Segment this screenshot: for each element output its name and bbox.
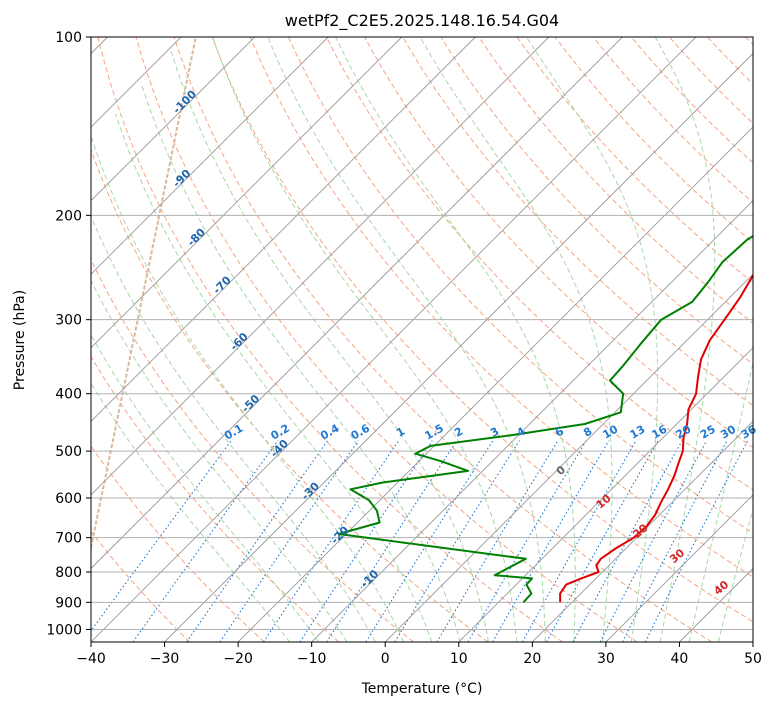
dry-adiabat <box>173 37 713 642</box>
dry-adiabat <box>135 37 638 642</box>
x-tick-label: 30 <box>597 651 615 667</box>
y-tick-label: 400 <box>55 387 82 403</box>
mixing-ratio-line <box>436 440 559 642</box>
ruling-curve <box>91 37 197 553</box>
mixing-ratio-line <box>546 440 659 642</box>
mixing-ratio-line <box>326 440 458 642</box>
mixing-ratio-line <box>263 440 400 642</box>
y-axis: 100 200 300 400 500 600 700 800 900 1000 <box>46 30 91 638</box>
moist-adiabat <box>170 49 489 642</box>
moist-adiabat <box>688 360 753 642</box>
chart-title: wetPf2_C2E5.2025.148.16.54.G04 <box>285 11 559 31</box>
profiles <box>337 234 753 603</box>
x-tick-label: −20 <box>223 651 253 667</box>
mixing-ratio-line <box>299 440 433 642</box>
mixing-ratio-line <box>219 440 359 642</box>
dry-adiabat <box>91 445 265 642</box>
isotherm <box>311 200 753 642</box>
mixing-ratio-line <box>91 440 232 632</box>
mixing-ratio-line <box>132 440 279 642</box>
dry-adiabat <box>478 37 753 324</box>
y-tick-label: 600 <box>55 491 82 507</box>
dry-adiabat <box>91 355 340 642</box>
isotherm <box>91 37 476 422</box>
moist-adiabat <box>212 37 518 642</box>
moist-adiabat <box>115 114 433 642</box>
x-axis: −40 −30 −20 −10 0 10 20 30 40 50 <box>76 642 762 667</box>
dry-adiabat <box>211 37 753 623</box>
y-tick-label: 700 <box>55 531 82 547</box>
x-tick-label: −10 <box>297 651 327 667</box>
temperature-profile <box>559 273 753 603</box>
isotherm <box>91 37 623 570</box>
y-tick-label: 200 <box>55 208 82 224</box>
moist-adiabat <box>717 507 753 642</box>
mixing-ratio-line <box>186 440 329 642</box>
dry-adiabat <box>249 37 753 578</box>
x-tick-label: 40 <box>671 651 689 667</box>
isotherm <box>237 126 753 642</box>
mixing-ratio-line <box>467 440 587 642</box>
x-tick-label: 10 <box>450 651 468 667</box>
isotherm <box>91 37 550 496</box>
isotherm <box>458 347 753 642</box>
moist-adiabat <box>654 37 716 642</box>
y-tick-label: 500 <box>55 444 82 460</box>
isotherm <box>91 37 403 349</box>
y-tick-label: 300 <box>55 313 82 329</box>
isotherm <box>532 420 753 642</box>
dry-adiabat <box>516 37 753 284</box>
x-tick-label: −30 <box>150 651 180 667</box>
x-tick-label: 50 <box>744 651 762 667</box>
moist-adiabat <box>419 37 613 642</box>
y-axis-label: Pressure (hPa) <box>12 290 28 390</box>
isotherm <box>164 52 753 642</box>
dewpoint-profile <box>337 234 753 603</box>
x-tick-label: −40 <box>76 651 106 667</box>
mixing-ratio-line <box>644 440 749 642</box>
moist-adiabat <box>335 37 576 642</box>
y-tick-label: 800 <box>55 565 82 581</box>
dry-adiabat <box>91 531 191 642</box>
mixing-ratio-line <box>365 440 494 642</box>
moist-adiabat <box>140 83 461 642</box>
dry-adiabat <box>91 148 489 642</box>
moist-adiabat <box>267 37 546 642</box>
isotherm <box>91 37 329 275</box>
dry-adiabat <box>326 37 753 491</box>
mixing-ratio-line <box>522 440 637 642</box>
isotherm <box>384 273 753 642</box>
y-tick-label: 1000 <box>46 622 82 638</box>
dry-adiabat <box>97 37 563 642</box>
isotherm <box>91 37 255 202</box>
x-tick-label: 20 <box>523 651 541 667</box>
plot-frame <box>90 36 754 643</box>
x-tick-label: 0 <box>381 651 390 667</box>
dry-adiabat <box>402 37 753 407</box>
mixing-ratio-line <box>572 440 683 642</box>
moist-adiabat <box>525 37 659 642</box>
isotherm <box>752 641 753 642</box>
isotherm <box>605 494 753 642</box>
x-axis-label: Temperature (°C) <box>361 681 483 697</box>
isotherm <box>91 37 697 642</box>
plot-area <box>91 37 753 642</box>
y-tick-label: 900 <box>55 595 82 611</box>
grid-lines <box>91 37 753 642</box>
y-tick-label: 100 <box>55 30 82 46</box>
